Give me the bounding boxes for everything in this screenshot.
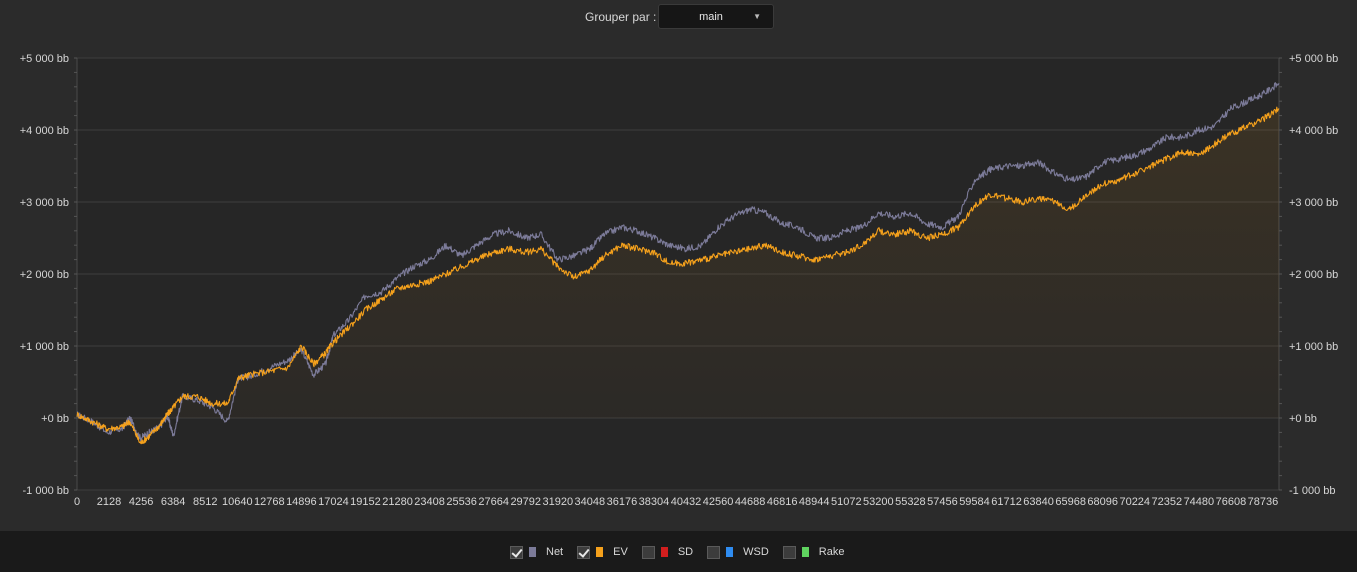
y-tick-label: -1 000 bb — [23, 485, 69, 497]
group-by-label: Grouper par : — [585, 10, 657, 24]
x-tick-label: 44688 — [735, 496, 766, 508]
legend-checkbox[interactable] — [577, 545, 591, 559]
y-tick-label: +3 000 bb — [20, 197, 69, 209]
legend-label: SD — [677, 546, 694, 558]
x-tick-label: 4256 — [129, 496, 153, 508]
x-tick-label: 61712 — [991, 496, 1022, 508]
x-tick-label: 46816 — [767, 496, 798, 508]
x-tick-label: 29792 — [510, 496, 541, 508]
y-axis-right: +5 000 bb +4 000 bb +3 000 bb +2 000 bb +1 0… — [1289, 53, 1338, 497]
x-tick-label: 21280 — [382, 496, 413, 508]
legend-swatch — [529, 547, 536, 557]
ev-area-fill — [77, 107, 1279, 444]
x-tick-label: 51072 — [831, 496, 862, 508]
x-tick-label: 2128 — [97, 496, 121, 508]
legend-checkbox[interactable] — [707, 545, 721, 559]
legend-item-net[interactable]: Net — [510, 545, 564, 559]
y-tick-label: +5 000 bb — [20, 53, 69, 65]
x-tick-label: 63840 — [1023, 496, 1054, 508]
x-tick-label: 6384 — [161, 496, 185, 508]
y-tick-label: +4 000 bb — [20, 125, 69, 137]
y-tick-label: +0 bb — [41, 413, 69, 425]
y-tick-label-right: +3 000 bb — [1289, 197, 1338, 209]
legend-checkbox[interactable] — [510, 545, 523, 559]
group-by-value: main — [699, 11, 723, 23]
legend-swatch — [660, 547, 668, 557]
x-tick-label: 10640 — [222, 496, 253, 508]
toolbar: Grouper par : main ▼ — [0, 0, 1357, 38]
x-tick-label: 68096 — [1087, 496, 1118, 508]
chevron-down-icon: ▼ — [753, 12, 761, 21]
x-tick-label: 25536 — [446, 496, 477, 508]
x-tick-label: 23408 — [414, 496, 445, 508]
ev-area — [77, 107, 1279, 444]
legend: Net EV SD WSD Rake — [510, 544, 858, 560]
legend-label: Rake — [818, 546, 845, 558]
x-tick-label: 17024 — [318, 496, 349, 508]
graph-chart: +5 000 bb +4 000 bb +3 000 bb +2 000 bb +1 0… — [20, 53, 1339, 508]
x-tick-label: 19152 — [350, 496, 381, 508]
y-tick-label-right: +0 bb — [1289, 413, 1317, 425]
x-tick-label: 40432 — [671, 496, 702, 508]
x-tick-label: 0 — [74, 496, 80, 508]
y-axis-left: +5 000 bb +4 000 bb +3 000 bb +2 000 bb +1 0… — [20, 53, 69, 497]
legend-swatch — [801, 547, 809, 557]
x-tick-label: 42560 — [703, 496, 734, 508]
series-line-net — [76, 82, 1280, 442]
x-tick-label: 34048 — [575, 496, 606, 508]
legend-label: WSD — [743, 546, 769, 558]
x-tick-label: 36176 — [607, 496, 638, 508]
y-tick-label-right: +1 000 bb — [1289, 341, 1338, 353]
x-tick-label: 48944 — [799, 496, 830, 508]
x-tick-label: 27664 — [478, 496, 509, 508]
y-tick-label-right: +5 000 bb — [1289, 53, 1338, 65]
y-tick-label-right: +2 000 bb — [1289, 269, 1338, 281]
legend-label: EV — [613, 546, 628, 558]
x-tick-label: 65968 — [1055, 496, 1086, 508]
x-tick-label: 57456 — [927, 496, 958, 508]
x-tick-label: 76608 — [1216, 496, 1247, 508]
x-tick-label: 14896 — [286, 496, 317, 508]
x-tick-label: 72352 — [1152, 496, 1183, 508]
x-tick-label: 12768 — [254, 496, 285, 508]
series-lines — [76, 82, 1280, 445]
legend-item-sd[interactable]: SD — [641, 545, 694, 559]
y-tick-label: +1 000 bb — [20, 341, 69, 353]
x-tick-label: 53200 — [863, 496, 894, 508]
legend-item-ev[interactable]: EV — [577, 545, 628, 559]
legend-swatch — [726, 547, 734, 557]
x-axis: 0 2128 4256 6384 8512 10640 12768 14896 17024 191… — [74, 496, 1278, 508]
legend-swatch — [596, 547, 604, 557]
y-tick-label: +2 000 bb — [20, 269, 69, 281]
y-tick-label-right: -1 000 bb — [1289, 485, 1335, 497]
x-tick-label: 55328 — [895, 496, 926, 508]
series-line-ev — [76, 106, 1280, 445]
legend-checkbox[interactable] — [641, 545, 655, 559]
legend-label: Net — [546, 546, 564, 558]
x-tick-label: 74480 — [1184, 496, 1215, 508]
legend-checkbox[interactable] — [782, 545, 796, 559]
legend-bar: Net EV SD WSD Rake — [0, 531, 1357, 572]
y-tick-label-right: +4 000 bb — [1289, 125, 1338, 137]
group-by-dropdown[interactable]: main ▼ — [658, 4, 774, 29]
x-tick-label: 8512 — [193, 496, 217, 508]
x-tick-label: 59584 — [959, 496, 990, 508]
x-tick-label: 38304 — [639, 496, 670, 508]
legend-item-wsd[interactable]: WSD — [707, 545, 769, 559]
legend-item-rake[interactable]: Rake — [782, 545, 845, 559]
x-tick-label: 70224 — [1119, 496, 1150, 508]
x-tick-label: 31920 — [543, 496, 574, 508]
x-tick-label: 78736 — [1248, 496, 1279, 508]
